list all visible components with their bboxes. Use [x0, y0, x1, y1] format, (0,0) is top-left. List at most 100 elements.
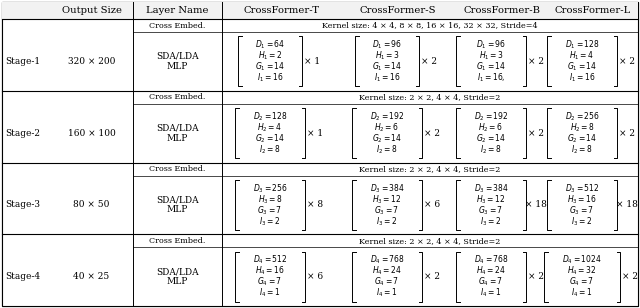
Text: × 2: × 2 [424, 272, 440, 281]
Text: $G_{{2}} = 14$: $G_{{2}} = 14$ [372, 132, 402, 145]
Text: $D_{{4}} = 768$: $D_{{4}} = 768$ [474, 254, 508, 266]
Text: $H_{{2}} = 4$: $H_{{2}} = 4$ [257, 121, 283, 134]
Text: $H_{{1}} = 2$: $H_{{1}} = 2$ [258, 50, 282, 62]
Text: $G_{{1}} = 14$: $G_{{1}} = 14$ [567, 61, 597, 73]
Text: $I_{{4}} = 1$: $I_{{4}} = 1$ [481, 287, 502, 299]
Text: $D_{{1}} = 96$: $D_{{1}} = 96$ [476, 38, 506, 51]
Text: $H_{{3}} = 16$: $H_{{3}} = 16$ [567, 193, 597, 205]
Text: $G_{{4}} = 7$: $G_{{4}} = 7$ [257, 276, 283, 288]
Text: × 18: × 18 [525, 201, 547, 209]
Text: $D_{{4}} = 768$: $D_{{4}} = 768$ [370, 254, 404, 266]
Text: 40 × 25: 40 × 25 [74, 272, 109, 281]
Text: $D_{{2}} = 192$: $D_{{2}} = 192$ [474, 110, 508, 123]
Text: $I_{{4}} = 1$: $I_{{4}} = 1$ [376, 287, 397, 299]
Text: $H_{{4}} = 24$: $H_{{4}} = 24$ [372, 265, 402, 277]
Text: $G_{{2}} = 14$: $G_{{2}} = 14$ [476, 132, 506, 145]
Text: MLP: MLP [167, 277, 188, 286]
Text: Cross Embed.: Cross Embed. [149, 93, 205, 101]
Text: CrossFormer-T: CrossFormer-T [243, 6, 319, 15]
Text: $D_{{3}} = 384$: $D_{{3}} = 384$ [474, 182, 509, 195]
Text: $D_{{1}} = 128$: $D_{{1}} = 128$ [564, 38, 600, 51]
Text: $I_{{1}} = 16$: $I_{{1}} = 16$ [257, 72, 284, 84]
Text: MLP: MLP [167, 205, 188, 214]
Text: × 2: × 2 [528, 57, 544, 66]
Text: $I_{{3}} = 2$: $I_{{3}} = 2$ [259, 215, 280, 228]
Text: × 2: × 2 [619, 57, 635, 66]
Text: × 2: × 2 [424, 129, 440, 138]
Text: Output Size: Output Size [61, 6, 122, 15]
Text: Cross Embed.: Cross Embed. [149, 237, 205, 245]
Text: × 2: × 2 [619, 129, 635, 138]
Text: × 8: × 8 [307, 201, 323, 209]
Text: $D_{{2}} = 192$: $D_{{2}} = 192$ [370, 110, 404, 123]
Text: $H_{{3}} = 8$: $H_{{3}} = 8$ [257, 193, 282, 205]
Text: $I_{{2}} = 8$: $I_{{2}} = 8$ [572, 144, 593, 156]
Text: × 2: × 2 [528, 129, 544, 138]
Text: MLP: MLP [167, 62, 188, 71]
Text: Kernel size: 2 × 2, 4 × 4, Stride=2: Kernel size: 2 × 2, 4 × 4, Stride=2 [359, 165, 500, 173]
Text: × 6: × 6 [424, 201, 440, 209]
Text: $G_{{1}} = 14$: $G_{{1}} = 14$ [372, 61, 402, 73]
Text: Stage-1: Stage-1 [5, 57, 40, 66]
Text: $G_{{4}} = 7$: $G_{{4}} = 7$ [374, 276, 399, 288]
Text: $G_{{1}} = 14$: $G_{{1}} = 14$ [255, 61, 285, 73]
Text: Cross Embed.: Cross Embed. [149, 22, 205, 30]
Text: $H_{{1}} = 4$: $H_{{1}} = 4$ [570, 50, 595, 62]
Text: × 6: × 6 [307, 272, 323, 281]
Text: $I_{{4}} = 1$: $I_{{4}} = 1$ [572, 287, 593, 299]
Text: $G_{{2}} = 14$: $G_{{2}} = 14$ [567, 132, 597, 145]
Text: $D_{{1}} = 64$: $D_{{1}} = 64$ [255, 38, 285, 51]
Text: Layer Name: Layer Name [147, 6, 209, 15]
Bar [2, 2, 638, 19]
Text: × 1: × 1 [307, 129, 323, 138]
Text: Stage-2: Stage-2 [5, 129, 40, 138]
Text: $G_{{2}} = 14$: $G_{{2}} = 14$ [255, 132, 285, 145]
Text: $I_{{2}} = 8$: $I_{{2}} = 8$ [376, 144, 397, 156]
Text: $D_{{2}} = 256$: $D_{{2}} = 256$ [564, 110, 600, 123]
Text: $I_{{1}} = 16,$: $I_{{1}} = 16,$ [477, 72, 505, 84]
Text: $G_{{4}} = 7$: $G_{{4}} = 7$ [570, 276, 595, 288]
Text: 320 × 200: 320 × 200 [68, 57, 115, 66]
Text: CrossFormer-L: CrossFormer-L [555, 6, 631, 15]
Text: × 2: × 2 [528, 272, 544, 281]
Text: $H_{{2}} = 6$: $H_{{2}} = 6$ [374, 121, 399, 134]
Text: $H_{{4}} = 24$: $H_{{4}} = 24$ [476, 265, 506, 277]
Text: $D_{{3}} = 384$: $D_{{3}} = 384$ [369, 182, 404, 195]
Text: $D_{{2}} = 128$: $D_{{2}} = 128$ [253, 110, 287, 123]
Text: $I_{{1}} = 16$: $I_{{1}} = 16$ [374, 72, 400, 84]
Text: $H_{{3}} = 12$: $H_{{3}} = 12$ [372, 193, 402, 205]
Text: $I_{{2}} = 8$: $I_{{2}} = 8$ [480, 144, 502, 156]
Text: Kernel size: 2 × 2, 4 × 4, Stride=2: Kernel size: 2 × 2, 4 × 4, Stride=2 [359, 237, 500, 245]
Text: $H_{{3}} = 12$: $H_{{3}} = 12$ [476, 193, 506, 205]
Text: $G_{{3}} = 7$: $G_{{3}} = 7$ [257, 204, 283, 217]
Text: $D_{{1}} = 96$: $D_{{1}} = 96$ [372, 38, 402, 51]
Text: SDA/LDA: SDA/LDA [156, 52, 199, 61]
Text: $H_{{2}} = 8$: $H_{{2}} = 8$ [570, 121, 595, 134]
Text: $G_{{3}} = 7$: $G_{{3}} = 7$ [570, 204, 595, 217]
Text: $H_{{4}} = 32$: $H_{{4}} = 32$ [567, 265, 596, 277]
Text: $D_{{4}} = 1024$: $D_{{4}} = 1024$ [562, 254, 602, 266]
Text: $G_{{3}} = 7$: $G_{{3}} = 7$ [374, 204, 399, 217]
Text: $H_{{1}} = 3$: $H_{{1}} = 3$ [479, 50, 504, 62]
Text: Cross Embed.: Cross Embed. [149, 165, 205, 173]
Text: $I_{{4}} = 1$: $I_{{4}} = 1$ [259, 287, 281, 299]
Text: Stage-3: Stage-3 [5, 201, 40, 209]
Text: $I_{{1}} = 16$: $I_{{1}} = 16$ [569, 72, 595, 84]
Text: SDA/LDA: SDA/LDA [156, 195, 199, 205]
Text: $D_{{4}} = 512$: $D_{{4}} = 512$ [253, 254, 287, 266]
Text: $H_{{1}} = 3$: $H_{{1}} = 3$ [374, 50, 399, 62]
Text: $G_{{3}} = 7$: $G_{{3}} = 7$ [479, 204, 504, 217]
Text: CrossFormer-B: CrossFormer-B [463, 6, 541, 15]
Text: $I_{{3}} = 2$: $I_{{3}} = 2$ [376, 215, 397, 228]
Text: $G_{{4}} = 7$: $G_{{4}} = 7$ [479, 276, 504, 288]
Text: $H_{{4}} = 16$: $H_{{4}} = 16$ [255, 265, 285, 277]
Text: $H_{{2}} = 6$: $H_{{2}} = 6$ [479, 121, 504, 134]
Text: $G_{{1}} = 14$: $G_{{1}} = 14$ [476, 61, 506, 73]
Text: $I_{{3}} = 2$: $I_{{3}} = 2$ [481, 215, 502, 228]
Text: SDA/LDA: SDA/LDA [156, 124, 199, 133]
Text: $D_{{3}} = 256$: $D_{{3}} = 256$ [253, 182, 287, 195]
Text: SDA/LDA: SDA/LDA [156, 267, 199, 276]
Text: $I_{{3}} = 2$: $I_{{3}} = 2$ [572, 215, 593, 228]
Text: × 1: × 1 [304, 57, 320, 66]
Text: Stage-4: Stage-4 [5, 272, 40, 281]
